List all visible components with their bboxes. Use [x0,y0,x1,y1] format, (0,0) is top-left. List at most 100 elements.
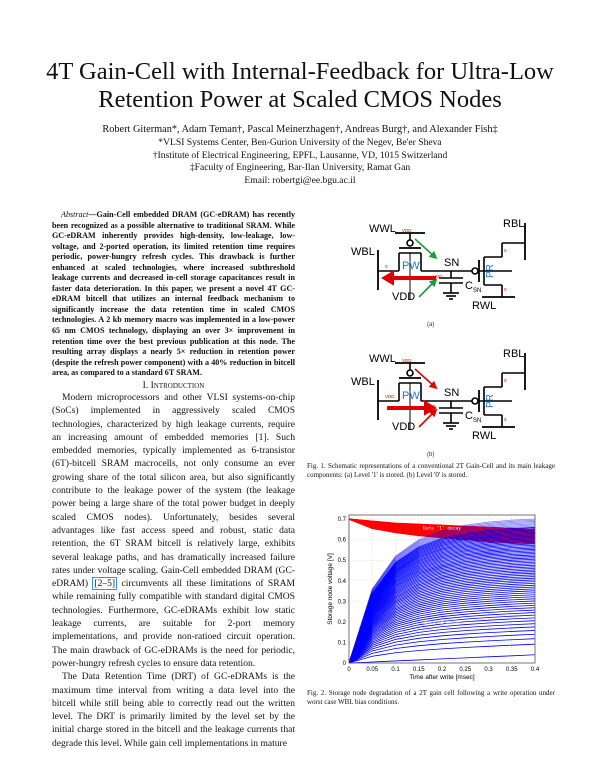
y-tick-label: 0.4 [338,579,347,585]
subfigure-label: (a) [427,322,434,328]
rwl-label: RWL [472,430,496,442]
citation-link[interactable]: [2–5] [92,577,118,591]
wbl-voltage: 0 [385,264,388,269]
series-line [348,581,536,664]
wwl-label: WWL [369,223,396,235]
series-line [348,558,536,664]
rwl-label: RWL [472,300,496,312]
series-line [348,557,536,664]
series-line [348,560,536,664]
paragraph: Modern microprocessors and other VLSI sy… [52,391,295,670]
wwl-voltage: VDD [402,358,412,363]
series-line [348,550,536,664]
series-line [348,643,536,664]
series-line [348,600,536,664]
leakage-arrow-icon [418,408,438,428]
series-line [348,614,536,664]
vdd-label: VDD [392,421,415,433]
y-tick-label: 0.5 [338,558,347,564]
series-line [348,531,536,664]
series-line [348,533,536,664]
intro-body: Modern microprocessors and other VLSI sy… [52,391,295,750]
series-line [348,633,536,664]
series-line [348,579,536,664]
paragraph: The Data Retention Time (DRT) of GC-eDRA… [52,671,295,749]
x-tick-label: 0.05 [366,667,378,673]
x-tick-label: 0.25 [459,667,471,673]
series-line [348,523,536,664]
figure-1-caption: Fig. 1. Schematic representations of a c… [307,462,555,479]
series-line [348,577,536,664]
leakage-arrow-icon [414,238,438,260]
series-line [348,542,536,664]
pw-label: PW [402,260,420,272]
series-line [348,535,536,664]
series-line [348,583,536,664]
text: circumvents all these limitations of SRA… [52,578,295,669]
affiliation-2: †Institute of Electrical Engineering, EP… [152,149,448,161]
series-line [348,553,536,664]
sn-voltage: VDD [433,274,443,279]
series-line [348,654,536,664]
series-line [348,555,536,664]
pr-gate-bubble [471,397,479,405]
series-line [348,536,536,664]
rbl-label: RBL [503,218,524,230]
email: Email: robertgi@ee.bgu.ac.il [244,174,356,186]
series-line [348,564,536,664]
series-line [348,561,536,664]
series-line [348,529,536,664]
series-line [348,519,536,664]
csn-label: C [465,410,473,422]
abstract: Abstract—Gain-Cell embedded DRAM (GC-eDR… [52,210,295,379]
series-line [348,567,536,664]
author-block: Robert Giterman*, Adam Teman†, Pascal Me… [40,124,560,187]
wwl-label: WWL [369,353,396,365]
series-line [348,576,536,664]
pmos-gate-bubble [406,239,414,247]
series-line [348,571,536,664]
affiliation-3: ‡Faculty of Engineering, Bar-Ilan Univer… [189,162,411,174]
series-line [348,596,536,664]
series-line [348,543,536,664]
series-line [348,548,536,664]
series-line [348,569,536,664]
series-line [348,612,536,664]
title-line-1: 4T Gain-Cell with Internal-Feedback for … [46,58,554,85]
wwl-voltage: VDD [402,228,412,233]
abstract-label: Abstract [61,210,89,219]
x-tick-label: 0.1 [391,667,400,673]
series-line [348,527,536,664]
vdd-label: VDD [392,291,415,303]
sn-label: SN [444,257,459,269]
series-line [348,528,536,664]
series-line [348,551,536,664]
series-line [348,574,536,664]
pr-label: PR [485,394,496,408]
y-tick-label: 0 [343,661,347,667]
series-line [348,590,536,664]
series-line [348,525,536,664]
abstract-text: —Gain-Cell embedded DRAM (GC-eDRAM) has … [52,210,295,378]
leakage-arrow-icon [414,368,438,390]
x-tick-label: 0.15 [413,667,425,673]
pr-label: PR [485,264,496,278]
series-line [348,534,536,664]
wbl-label: WBL [351,376,375,388]
series-line [348,588,536,664]
series-line [348,620,536,664]
leakage-arrow-icon [381,270,436,286]
x-tick-label: 0.2 [438,667,447,673]
pr-top-voltage: 0 [504,248,507,253]
figure-2-caption: Fig. 2. Storage node degradation of a 2T… [307,689,555,706]
x-tick-label: 0.3 [484,667,493,673]
figure-2-chart: 0 0.05 0.1 0.15 0.2 0.25 0.3 0.35 0.4 0 0.1 0.2 0.3 0… [327,514,540,681]
leakage-arrow-icon [387,400,437,416]
csn-label: C [465,280,473,292]
series-line [348,522,536,664]
wbl-label: WBL [351,246,375,258]
series-line [348,518,536,664]
plot-frame [348,514,536,664]
